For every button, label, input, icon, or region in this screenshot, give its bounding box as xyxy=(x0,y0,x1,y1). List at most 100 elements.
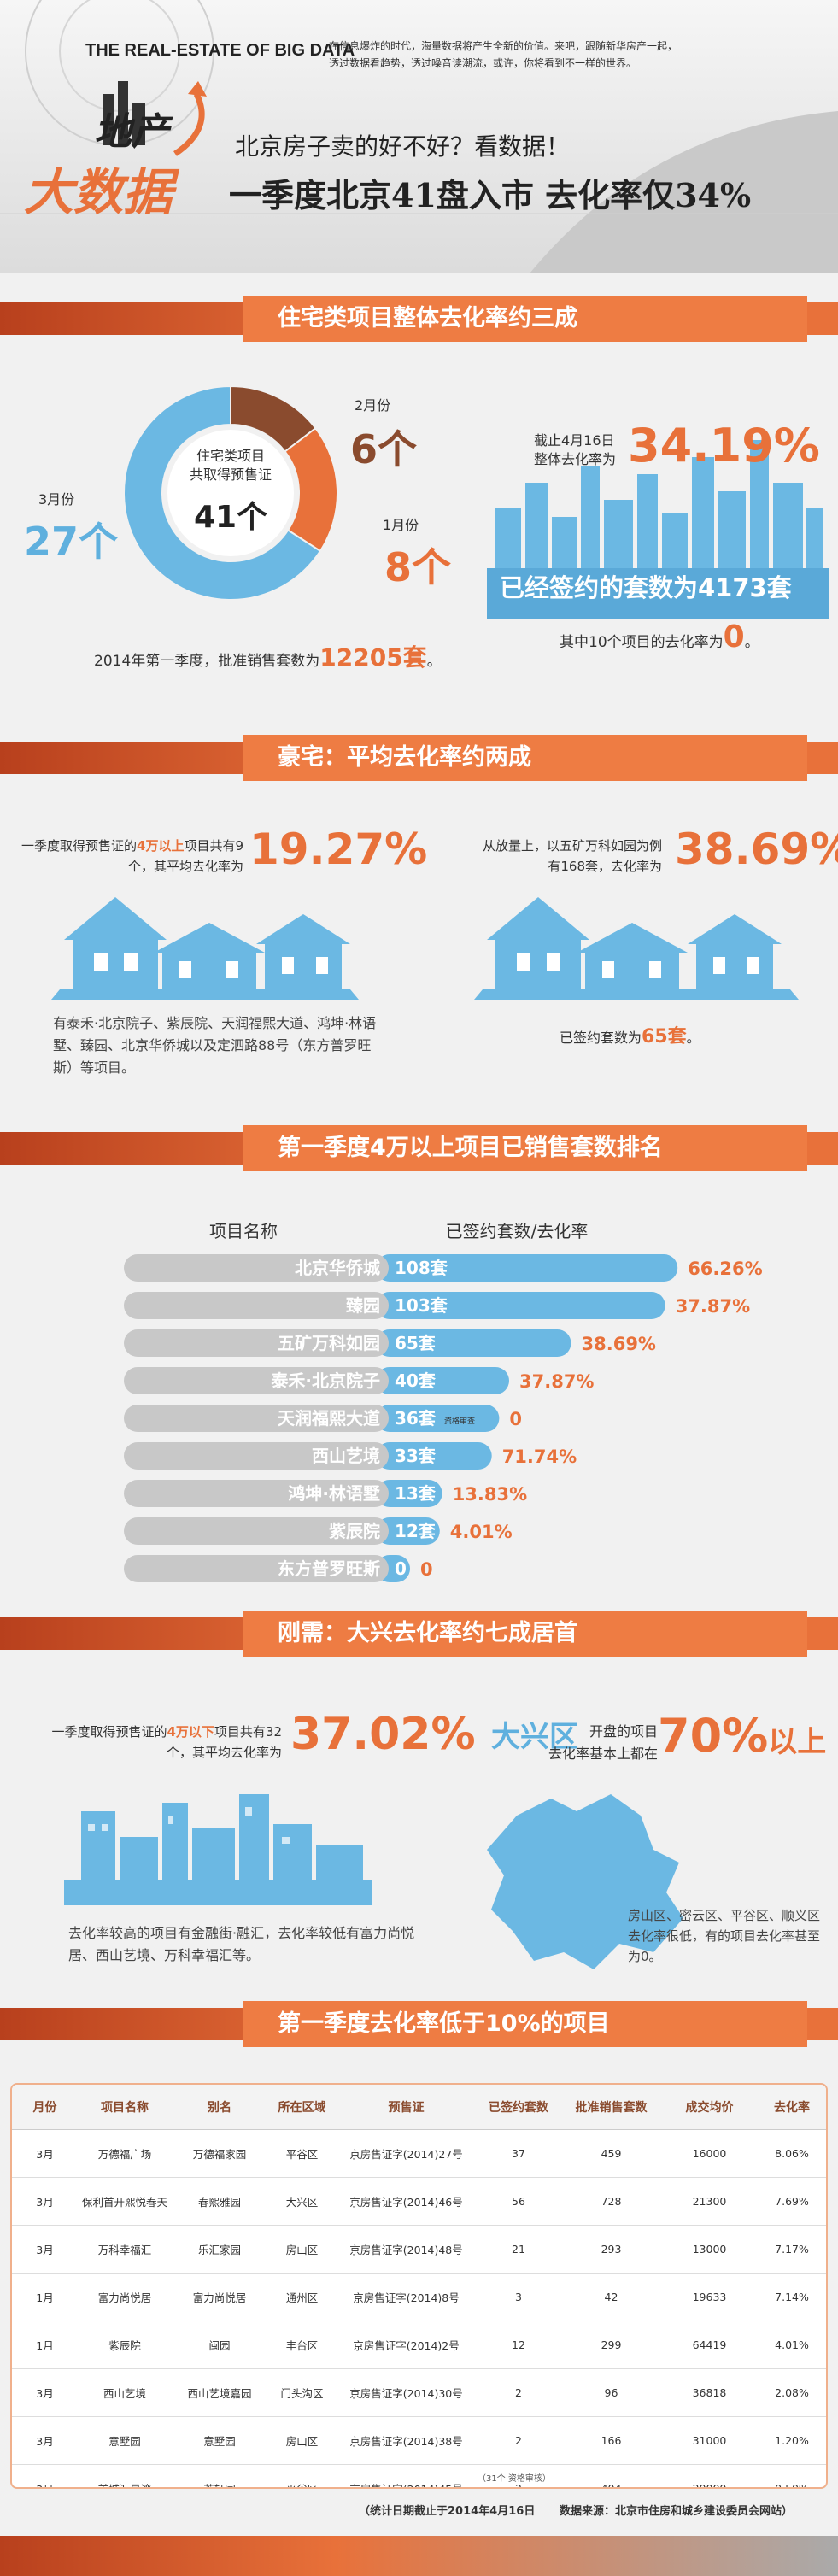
table-cell: 42 xyxy=(561,2273,661,2321)
district-rate: 70% xyxy=(658,1709,769,1763)
bar xyxy=(376,1329,571,1357)
column-header: 月份 xyxy=(12,2085,78,2130)
category-label: 臻园 xyxy=(346,1295,380,1316)
table-row: 1月 富力尚悦居 富力尚悦居 通州区 京房售证字(2014)8号 3 42 19633 7.14… xyxy=(12,2273,826,2321)
category-label: 五矿万科如园 xyxy=(278,1333,380,1353)
name-pill xyxy=(124,1367,389,1394)
table-cell: 紫辰院 xyxy=(78,2321,172,2369)
section-title: 住宅类项目整体去化率约三成 xyxy=(243,296,807,342)
category-label: 泰禾·北京院子 xyxy=(270,1370,380,1391)
table-cell: 56 xyxy=(476,2177,561,2226)
table-cell: 31000 xyxy=(661,2416,758,2465)
footer-source: 数据来源：北京市住房和城乡建设委员会网站） xyxy=(560,2505,794,2518)
district: 大兴区 xyxy=(491,1720,578,1754)
table-cell: 1月 xyxy=(12,2273,78,2321)
table-cell: 16000 xyxy=(661,2129,758,2178)
table-cell: 京房售证字(2014)2号 xyxy=(337,2321,476,2369)
name-pill xyxy=(124,1480,389,1507)
table-cell: 房山区 xyxy=(267,2225,337,2274)
column-header: 别名 xyxy=(172,2085,267,2130)
section-banner: 第一季度4万以上项目已销售套数排名 xyxy=(0,1125,838,1171)
column-header: 所在区域 xyxy=(267,2085,337,2130)
district-text: 开盘的项目 xyxy=(589,1722,658,1742)
segment-label: 2月份 xyxy=(355,397,390,414)
basic-note: 去化率较高的项目有金融街·融汇，去化率较低有富力尚悦居、西山艺境、万科幸福汇等。 xyxy=(68,1925,415,1963)
text: 一季度取得预售证的 xyxy=(21,838,138,854)
bar xyxy=(376,1517,440,1545)
table-row: 3月 万科幸福汇 乐汇家园 房山区 京房售证字(2014)48号 21 293 13000 7.… xyxy=(12,2225,826,2274)
rate-label: 66.26% xyxy=(688,1259,762,1279)
rate-caption: 截止4月16日 整体去化率为 xyxy=(534,431,616,469)
project-rate: 38.69% xyxy=(675,824,838,874)
table-cell: 京房售证字(2014)8号 xyxy=(337,2273,476,2321)
logo-top: 地产 xyxy=(94,110,169,154)
table-cell: 728 xyxy=(561,2177,661,2226)
bar xyxy=(376,1405,500,1432)
table-row: 3月 万德福广场 万德福家园 平谷区 京房售证字(2014)27号 37 459 16000 8… xyxy=(12,2129,826,2178)
category-label: 北京华侨城 xyxy=(295,1258,380,1278)
name-pill xyxy=(124,1254,389,1282)
table-cell: 闽园 xyxy=(172,2321,267,2369)
approved-text: 2014年第一季度，批准销售套数为12205套。 xyxy=(94,639,442,673)
luxury-right-text: 从放量上，以五矿万科如园为例 有168套，去化率为 xyxy=(431,836,662,877)
value-label: 0 xyxy=(395,1558,407,1579)
zero-label: 其中10个项目的去化率为 xyxy=(560,634,724,651)
name-pill xyxy=(124,1292,389,1319)
bar xyxy=(376,1480,442,1507)
table-cell: 京房售证字(2014)46号 xyxy=(337,2177,476,2226)
table-cell: 64419 xyxy=(661,2321,758,2369)
headline: 一季度北京41盘入市 去化率仅34% xyxy=(229,176,752,214)
zero-value: 0 xyxy=(723,619,745,654)
rate-label: 0 xyxy=(420,1559,433,1580)
donut-center xyxy=(167,430,294,556)
text: 有168套，去化率为 xyxy=(548,859,662,874)
table-wrap: 月份 项目名称 别名 所在区域 预售证 已签约套数 批准销售套数 成交均价 去化率 3月 万德福广场… xyxy=(10,2083,828,2489)
approved-value: 12205套 xyxy=(319,643,427,672)
table-cell: 芳轩园 xyxy=(172,2464,267,2487)
table-row: 3月首城汇景湾芳轩园平谷区京房售证字(2014)45号2404200000.50… xyxy=(12,2464,826,2487)
highlight: 4万以上 xyxy=(137,838,185,854)
value-label: 65套 xyxy=(395,1333,436,1353)
signed-total: 已经签约的套数为4173套 xyxy=(500,573,792,602)
text: 从放量上，以五矿万科如园为例 xyxy=(482,838,662,854)
rate-label: 71.74% xyxy=(502,1446,577,1467)
category-label: 东方普罗旺斯 xyxy=(278,1558,380,1579)
name-pill xyxy=(124,1442,389,1470)
table-cell: 166 xyxy=(561,2416,661,2465)
table-cell: 西山艺境 xyxy=(78,2368,172,2417)
kicker: 北京房子卖的好不好？看数据！ xyxy=(235,132,571,161)
center-label: 共取得预售证 xyxy=(190,466,272,483)
table-cell: 7.14% xyxy=(758,2273,826,2321)
approved-end: 。 xyxy=(426,653,442,670)
category-label: 紫辰院 xyxy=(329,1521,380,1541)
table-cell: 平谷区 xyxy=(267,2464,337,2487)
column-header: 成交均价 xyxy=(661,2085,758,2130)
approved-label: 2014年第一季度，批准销售套数为 xyxy=(94,653,320,670)
table-cell: 3月 xyxy=(12,2416,78,2465)
table-cell: 京房售证字(2014)38号 xyxy=(337,2416,476,2465)
table-cell: 富力尚悦居 xyxy=(172,2273,267,2321)
table-cell: 3月 xyxy=(12,2129,78,2178)
rate-label: 37.87% xyxy=(519,1371,594,1392)
table-cell: 7.17% xyxy=(758,2225,826,2274)
value-label: 33套 xyxy=(395,1446,436,1466)
table-cell: 乐汇家园 xyxy=(172,2225,267,2274)
bar xyxy=(376,1254,678,1282)
value-label: 40套 xyxy=(395,1370,436,1391)
footer-date: （统计日期截止于2014年4月16日 xyxy=(359,2505,536,2518)
table-cell: 大兴区 xyxy=(267,2177,337,2226)
basic-rate: 37.02% xyxy=(290,1709,476,1760)
table-cell: 春熙雅园 xyxy=(172,2177,267,2226)
table-cell: 3月 xyxy=(12,2225,78,2274)
zero-end: 。 xyxy=(744,634,759,651)
value-label: 13套 xyxy=(395,1483,436,1504)
signed-text: 已签约套数为65套。 xyxy=(560,1021,700,1048)
table-cell: 3 xyxy=(476,2273,561,2321)
table-cell: 门头沟区 xyxy=(267,2368,337,2417)
table-cell: 京房售证字(2014)45号 xyxy=(337,2464,476,2487)
table-cell: 3月 xyxy=(12,2177,78,2226)
footer-strip xyxy=(0,2536,838,2576)
rate-label: 37.87% xyxy=(676,1296,750,1317)
table-cell: 2 xyxy=(476,2416,561,2465)
